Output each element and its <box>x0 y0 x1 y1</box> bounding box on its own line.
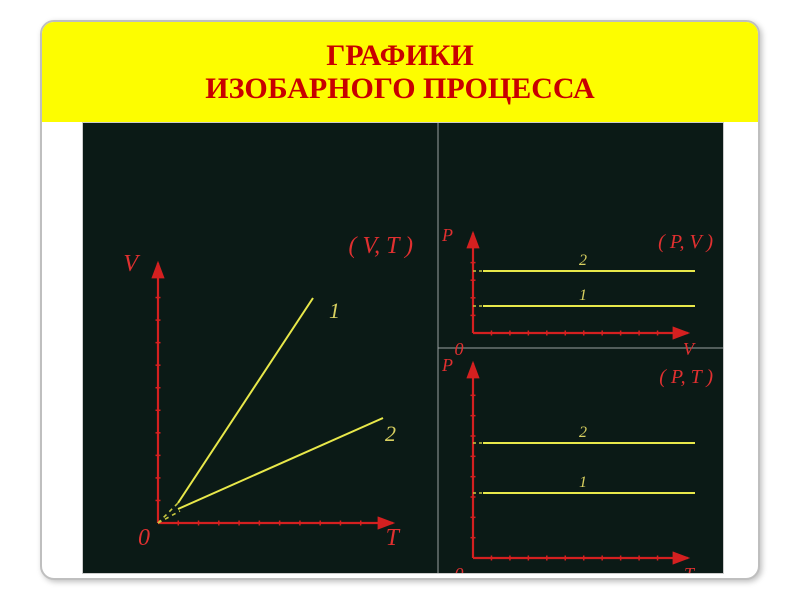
slide-frame: ГРАФИКИ ИЗОБАРНОГО ПРОЦЕССА ( V, T ) V T 0 1… <box>40 20 760 580</box>
svg-text:1: 1 <box>329 298 340 323</box>
chart-svg-wrapper: ( V, T )VT012( P, V )PV021( P, T )PT021 <box>82 122 724 574</box>
chart-region: ( V, T )VT012( P, V )PV021( P, T )PT021 <box>82 122 724 572</box>
svg-text:1: 1 <box>579 474 587 491</box>
title-line-1: ГРАФИКИ <box>326 39 474 72</box>
svg-text:T: T <box>386 525 401 551</box>
svg-text:P: P <box>441 225 453 245</box>
svg-text:( P, T ): ( P, T ) <box>659 366 713 388</box>
svg-text:2: 2 <box>579 252 587 269</box>
svg-text:( V, T ): ( V, T ) <box>349 233 413 259</box>
svg-text:1: 1 <box>579 287 587 304</box>
svg-text:P: P <box>441 355 453 375</box>
svg-text:V: V <box>123 251 140 277</box>
title-line-2: ИЗОБАРНОГО ПРОЦЕССА <box>205 72 594 105</box>
svg-text:0: 0 <box>455 339 464 359</box>
charts-svg: ( V, T )VT012( P, V )PV021( P, T )PT021 <box>83 123 723 573</box>
slide-title: ГРАФИКИ ИЗОБАРНОГО ПРОЦЕССА <box>42 22 758 122</box>
svg-text:( P, V ): ( P, V ) <box>658 231 713 253</box>
svg-text:0: 0 <box>138 525 150 551</box>
svg-text:2: 2 <box>385 421 396 446</box>
svg-text:2: 2 <box>579 424 587 441</box>
svg-text:0: 0 <box>455 564 464 573</box>
